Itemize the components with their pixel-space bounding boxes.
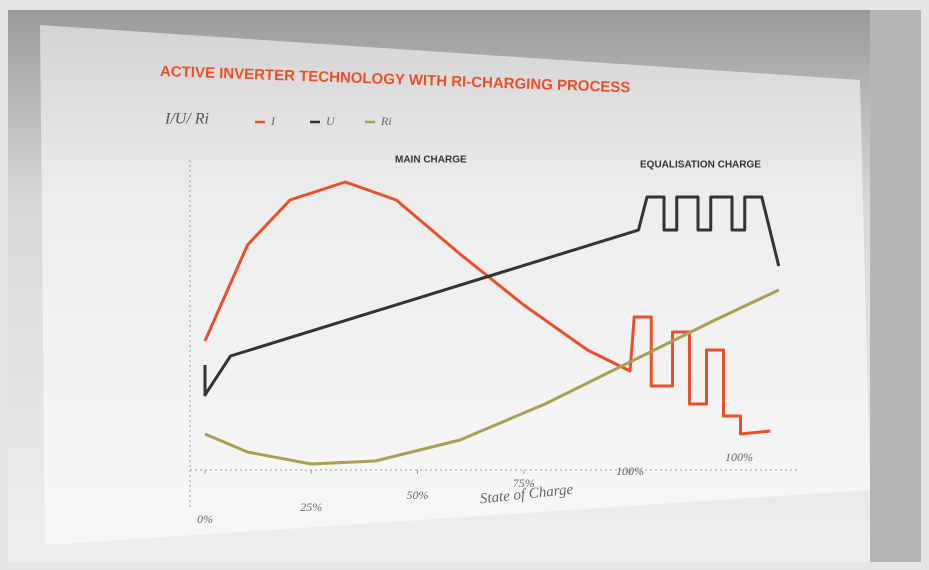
- annotation: MAIN CHARGE: [395, 155, 467, 166]
- x-tick-label: 0%: [197, 512, 213, 526]
- x-tick-label: 25%: [300, 500, 322, 514]
- y-axis-label: I/U/ Ri: [164, 111, 209, 128]
- series-line: [204, 288, 780, 466]
- x-tick-label: 75%: [513, 476, 535, 490]
- annotation: 100%: [725, 450, 753, 464]
- annotation: EQUALISATION CHARGE: [640, 160, 761, 171]
- legend-label: Ri: [380, 114, 392, 128]
- x-tick-label: 50%: [407, 488, 429, 502]
- series-line: [203, 180, 771, 436]
- legend-label: U: [326, 114, 336, 128]
- x-tick-label: 100%: [616, 464, 644, 478]
- wall: [870, 10, 921, 562]
- series-line: [203, 195, 781, 397]
- legend-label: I: [270, 114, 276, 128]
- overlay-panel: [40, 25, 870, 545]
